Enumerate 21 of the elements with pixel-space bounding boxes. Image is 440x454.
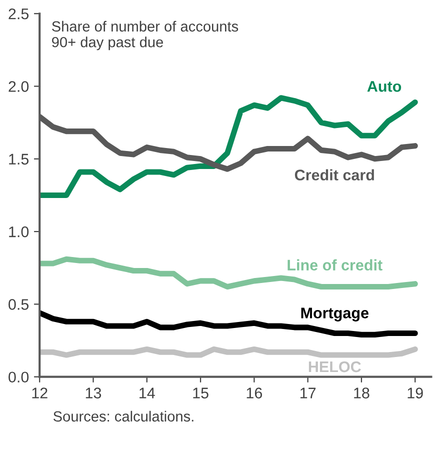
x-tick-label: 14 xyxy=(140,388,155,398)
y-tick-label: 0.5 xyxy=(8,299,29,310)
x-tick-label: 17 xyxy=(300,388,316,398)
series-label: Credit card xyxy=(294,169,374,180)
series-label: Auto xyxy=(367,81,402,92)
text: Share of number of accounts 90+ day past due xyxy=(52,20,238,50)
y-tick-label: 1.0 xyxy=(9,226,29,238)
series-label: Line of credit xyxy=(288,259,382,271)
y-tick-label: 1.5 xyxy=(9,154,29,165)
x-tick-label: 16 xyxy=(246,388,262,398)
x-tick-label: 12 xyxy=(32,388,48,398)
series-label: HELOC xyxy=(308,361,361,372)
x-tick-label: 15 xyxy=(193,388,208,398)
series-label: Mortgage xyxy=(301,308,368,322)
x-tick-label: 13 xyxy=(86,388,102,398)
y-tick-label: 0.0 xyxy=(8,372,29,383)
x-tick-label: 19 xyxy=(408,388,423,398)
source-note: Sources: calculations. xyxy=(53,410,194,422)
x-tick-label: 18 xyxy=(354,388,370,398)
y-tick-label: 2.0 xyxy=(8,81,29,92)
y-tick-label: 2.5 xyxy=(8,8,29,20)
